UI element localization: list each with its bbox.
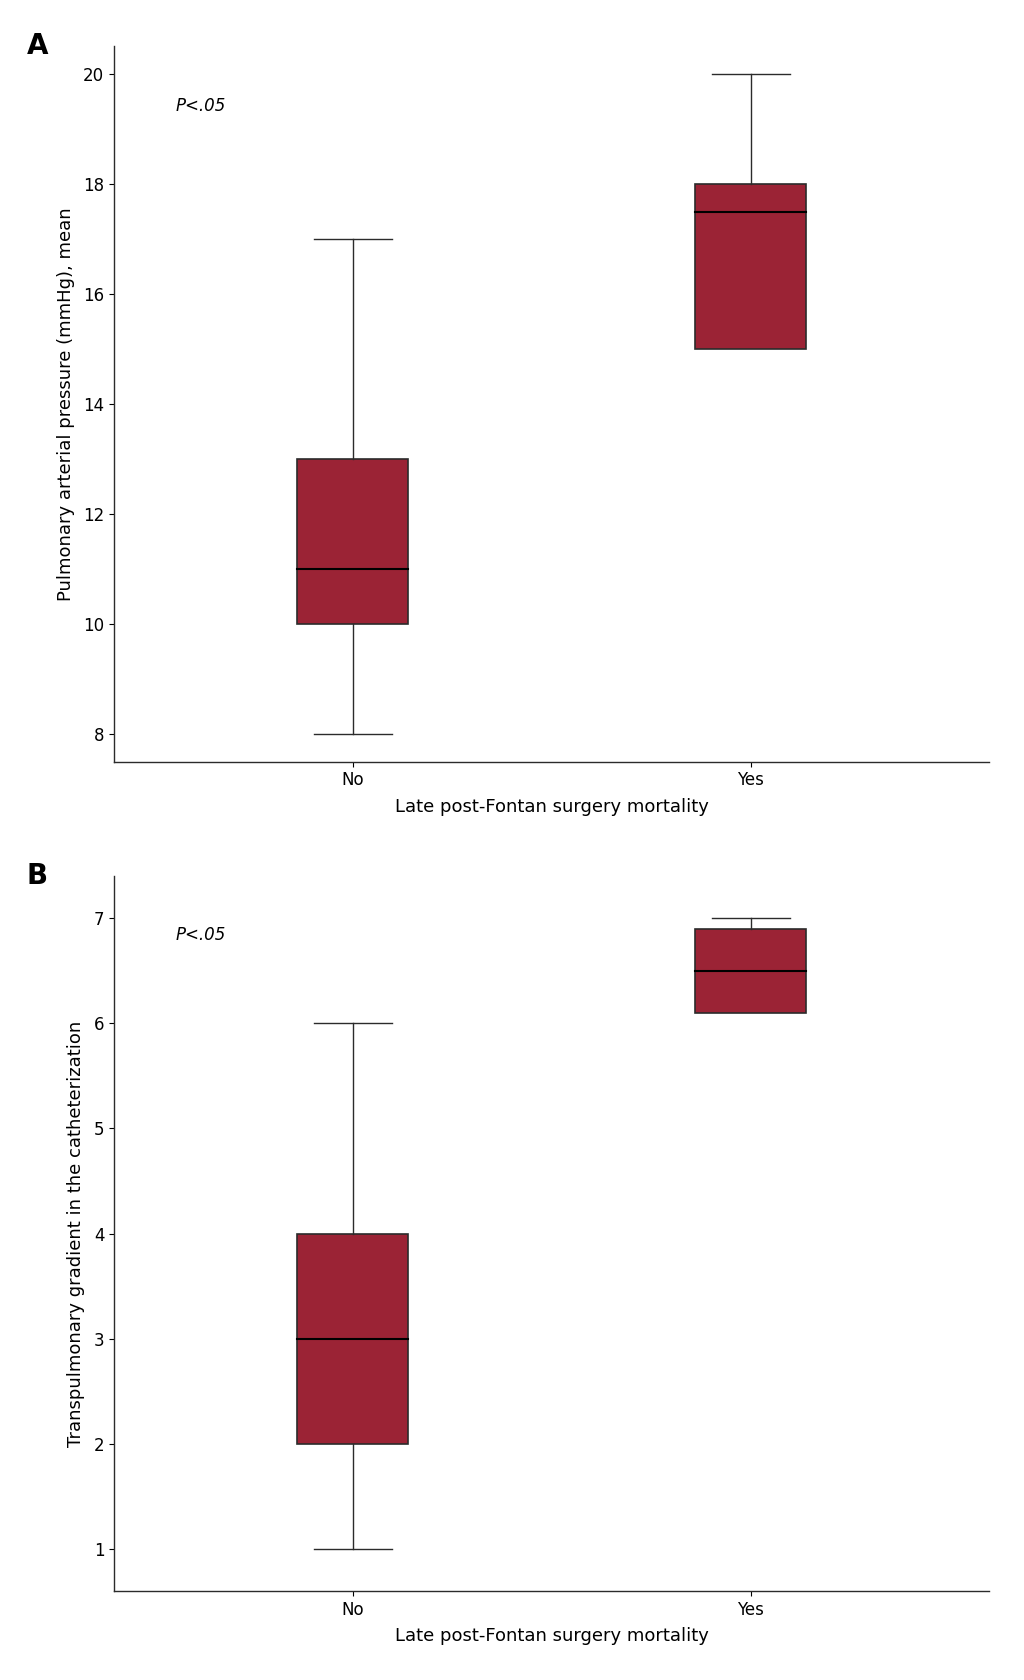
- Text: B: B: [27, 862, 48, 890]
- X-axis label: Late post-Fontan surgery mortality: Late post-Fontan surgery mortality: [394, 798, 709, 816]
- Bar: [695, 185, 806, 349]
- Text: P<.05: P<.05: [175, 96, 225, 114]
- Bar: [695, 929, 806, 1013]
- Text: P<.05: P<.05: [175, 926, 225, 944]
- X-axis label: Late post-Fontan surgery mortality: Late post-Fontan surgery mortality: [394, 1628, 709, 1645]
- Y-axis label: Transpulmonary gradient in the catheterization: Transpulmonary gradient in the catheteri…: [68, 1020, 85, 1446]
- Bar: [297, 459, 409, 623]
- Y-axis label: Pulmonary arterial pressure (mmHg), mean: Pulmonary arterial pressure (mmHg), mean: [56, 207, 75, 601]
- Text: A: A: [27, 32, 48, 60]
- Bar: [297, 1233, 409, 1445]
